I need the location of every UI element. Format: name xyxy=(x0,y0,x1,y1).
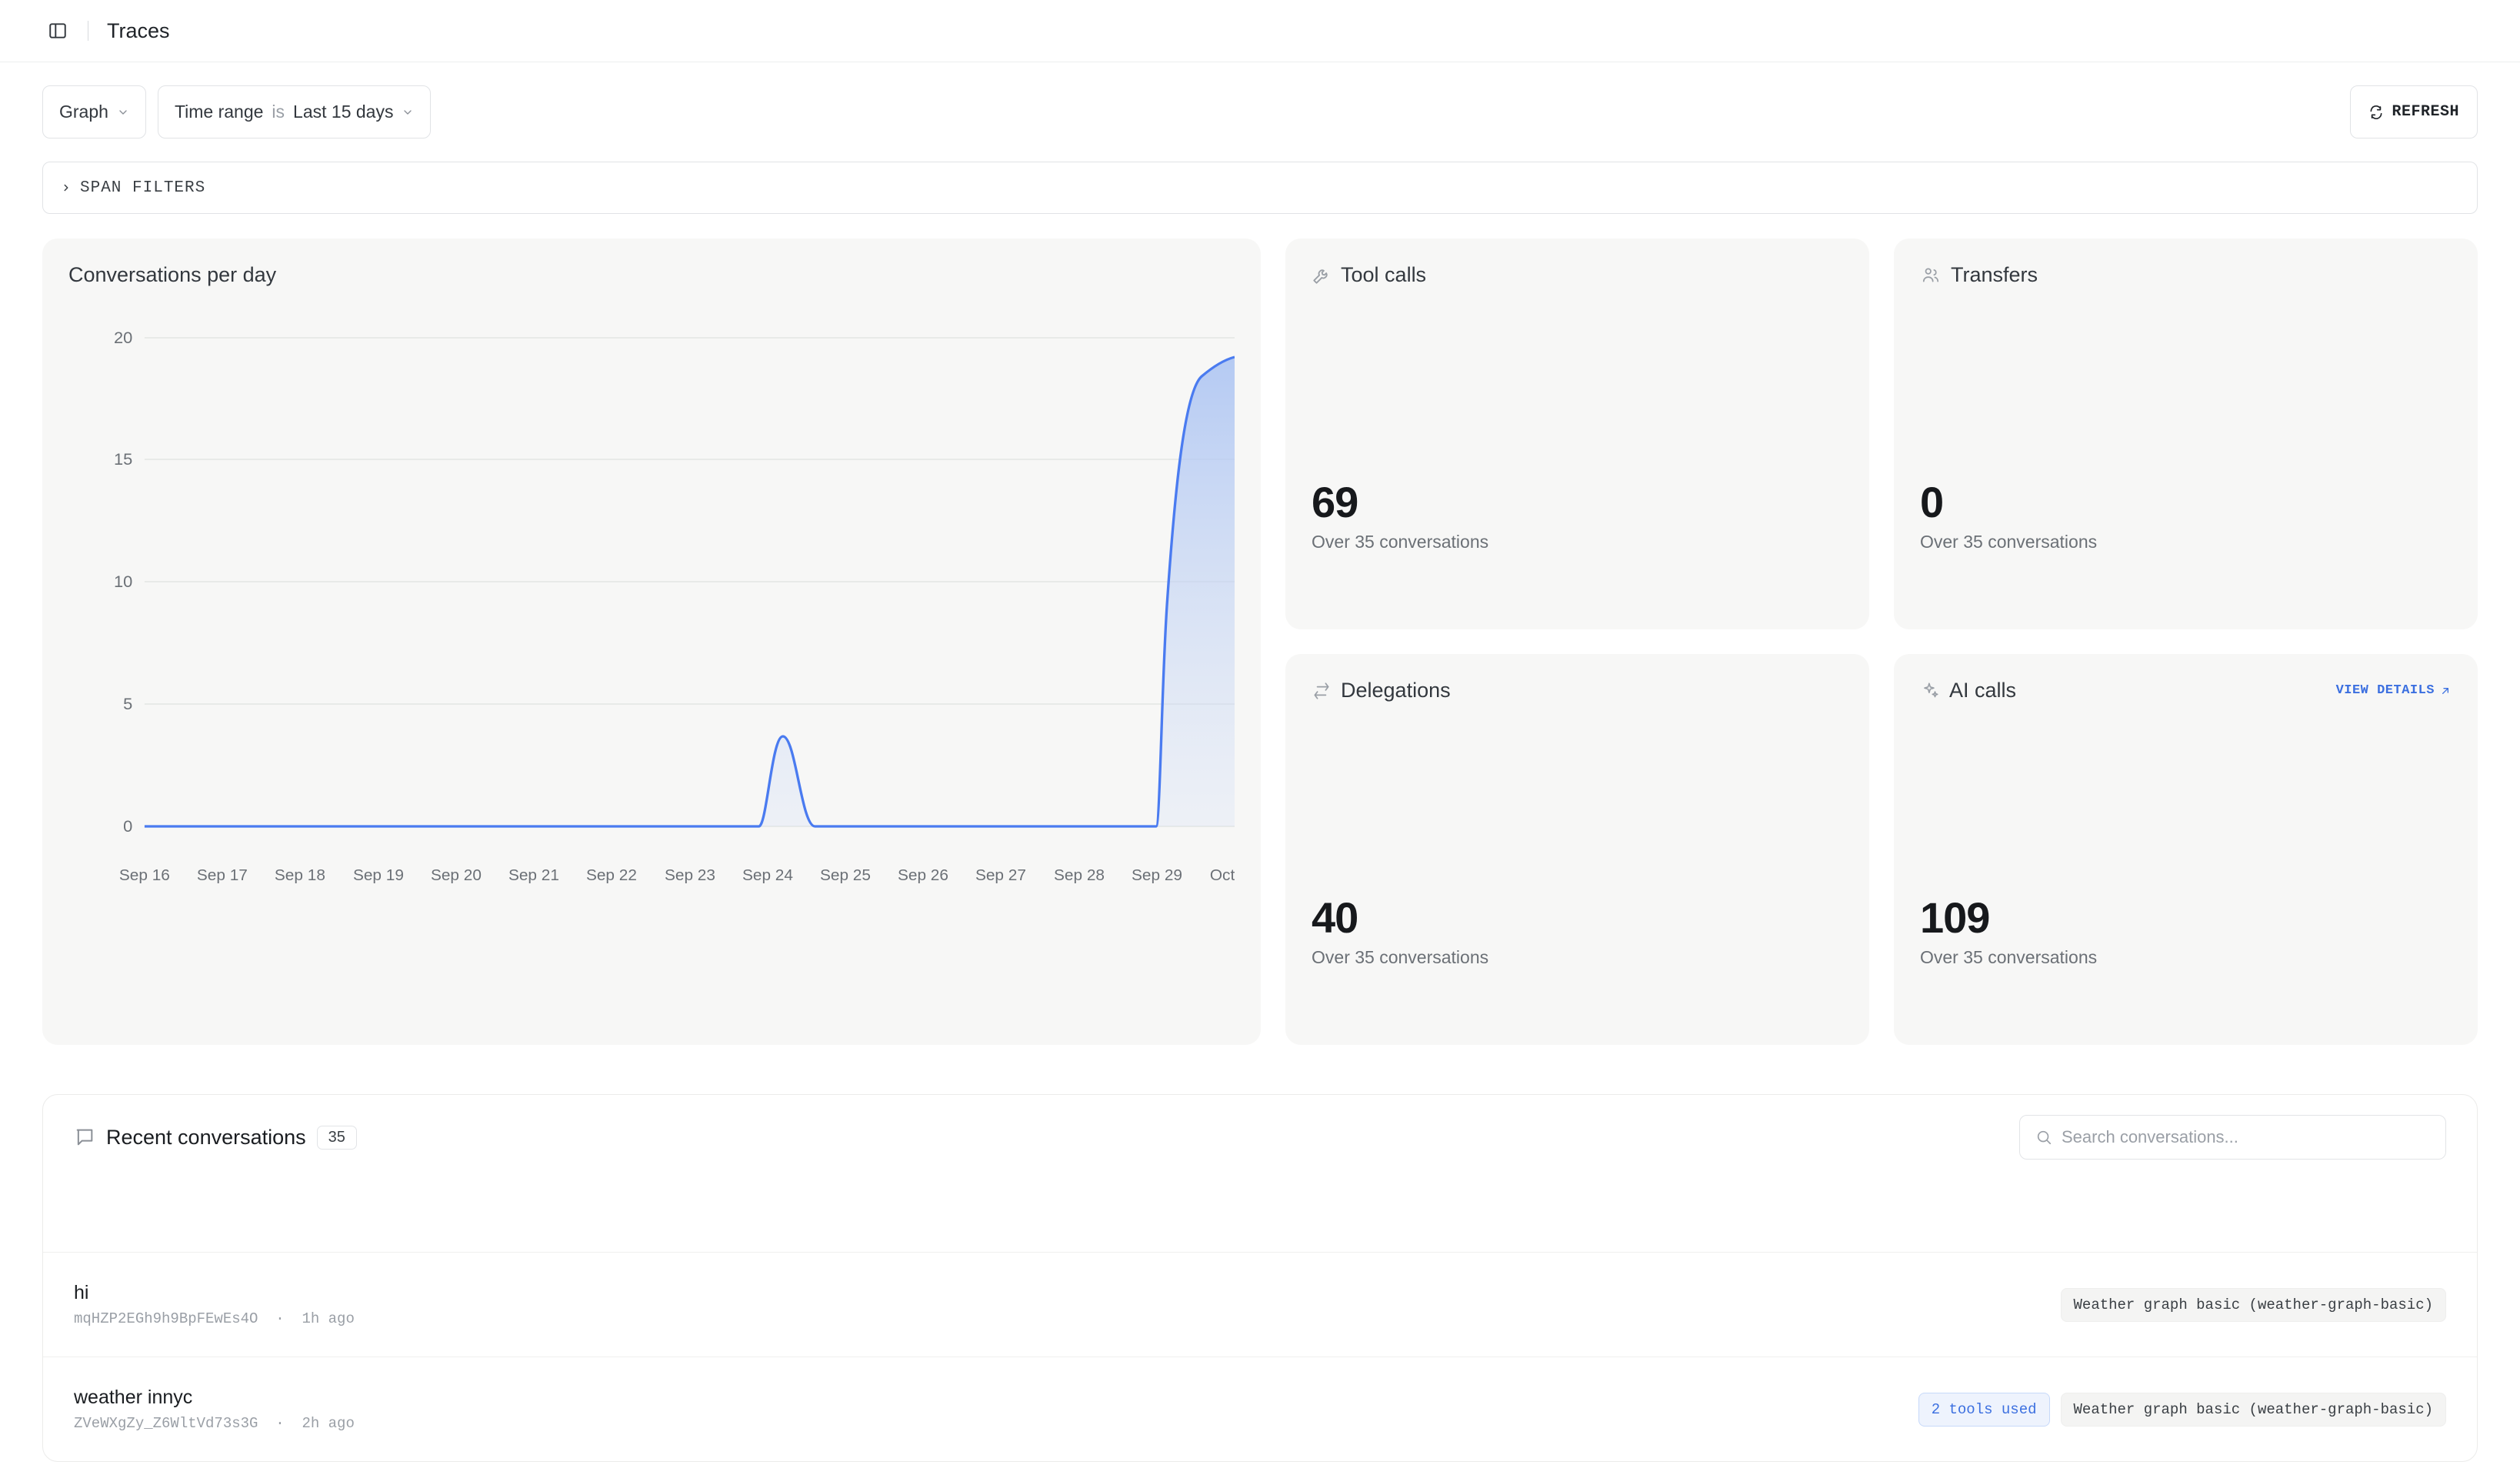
svg-text:Sep 21: Sep 21 xyxy=(508,867,559,884)
svg-text:Sep 16: Sep 16 xyxy=(119,867,170,884)
svg-text:Sep 19: Sep 19 xyxy=(353,867,404,884)
svg-text:0: 0 xyxy=(123,817,132,836)
svg-text:Sep 29: Sep 29 xyxy=(1132,867,1182,884)
svg-text:Sep 20: Sep 20 xyxy=(431,867,482,884)
svg-text:Sep 28: Sep 28 xyxy=(1054,867,1105,884)
svg-text:Sep 22: Sep 22 xyxy=(586,867,637,884)
svg-text:Sep 23: Sep 23 xyxy=(665,867,715,884)
svg-text:Sep 25: Sep 25 xyxy=(820,867,871,884)
svg-text:Sep 27: Sep 27 xyxy=(975,867,1026,884)
svg-text:Sep 26: Sep 26 xyxy=(898,867,948,884)
svg-text:Sep 24: Sep 24 xyxy=(742,867,793,884)
svg-text:20: 20 xyxy=(114,329,132,347)
svg-text:10: 10 xyxy=(114,572,132,591)
svg-text:15: 15 xyxy=(114,450,132,469)
svg-text:Sep 17: Sep 17 xyxy=(197,867,248,884)
svg-text:Sep 18: Sep 18 xyxy=(275,867,325,884)
svg-text:5: 5 xyxy=(123,695,132,713)
svg-text:Oct 1: Oct 1 xyxy=(1210,867,1235,884)
